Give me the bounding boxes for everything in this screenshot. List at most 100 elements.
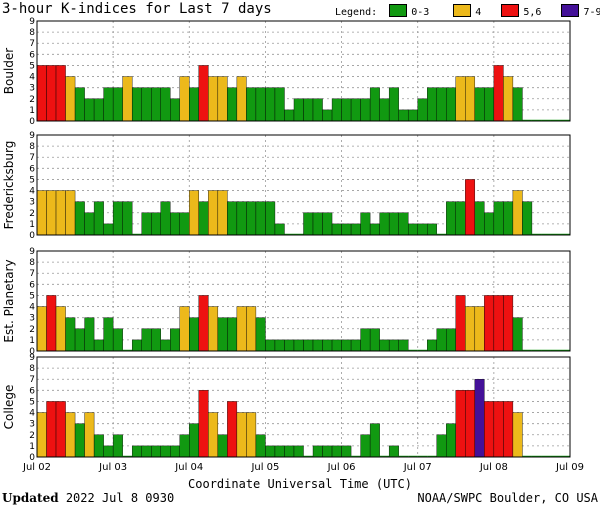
k-index-bar xyxy=(103,223,114,236)
legend-entry-5-6: 5,6 xyxy=(501,4,541,18)
k-index-bar xyxy=(93,201,104,236)
k-index-bar xyxy=(65,76,76,122)
k-index-bar xyxy=(379,98,390,122)
k-index-bar xyxy=(293,445,304,458)
k-index-bar xyxy=(493,201,504,236)
k-index-bar xyxy=(151,212,161,236)
k-index-bar xyxy=(198,390,209,458)
k-index-bar xyxy=(36,412,47,458)
k-index-bar xyxy=(388,445,399,458)
y-tick-label: 5 xyxy=(29,175,35,185)
updated-timestamp: Updated 2022 Jul 8 0930 xyxy=(2,491,174,505)
k-index-bar xyxy=(312,98,323,122)
k-index-bar xyxy=(55,65,66,122)
k-index-bar xyxy=(331,445,342,458)
k-index-bar xyxy=(246,412,257,458)
k-index-bar xyxy=(141,328,152,352)
k-index-bar xyxy=(369,423,380,458)
k-index-bar xyxy=(398,109,409,122)
k-index-bar xyxy=(503,76,514,122)
k-index-bar xyxy=(227,317,238,352)
x-tick-label: Jul 08 xyxy=(479,462,508,473)
k-index-bar xyxy=(112,201,123,236)
k-index-bar xyxy=(151,445,161,458)
panel-frame xyxy=(36,134,571,236)
k-index-bar xyxy=(151,87,161,122)
k-index-bar xyxy=(131,445,142,458)
k-index-bar xyxy=(65,412,76,458)
k-index-bar xyxy=(36,190,47,236)
k-index-bar xyxy=(189,317,200,352)
k-index-bar xyxy=(208,306,219,352)
k-index-bar xyxy=(350,339,361,352)
k-index-bar xyxy=(369,87,380,122)
k-index-bar xyxy=(112,87,123,122)
k-index-bar xyxy=(170,212,180,236)
k-index-bar xyxy=(112,328,123,352)
k-index-bar xyxy=(350,98,361,122)
k-index-bar xyxy=(236,412,247,458)
panel-frame xyxy=(36,250,571,352)
k-index-bar xyxy=(369,328,380,352)
k-index-bar xyxy=(436,328,447,352)
k-index-bar xyxy=(255,87,266,122)
panel-frame xyxy=(36,20,571,122)
k-index-bar xyxy=(65,317,76,352)
x-tick-label: Jul 03 xyxy=(98,462,127,473)
legend-swatch-5-6 xyxy=(501,4,520,17)
k-index-bar xyxy=(388,212,399,236)
k-index-bar xyxy=(446,423,456,458)
k-index-bar xyxy=(246,201,257,236)
k-index-bar xyxy=(484,212,495,236)
updated-value: 2022 Jul 8 0930 xyxy=(65,491,175,505)
y-tick-label: 9 xyxy=(29,131,35,141)
y-tick-label: 5 xyxy=(29,291,35,301)
k-index-bar xyxy=(274,87,285,122)
k-index-bar xyxy=(484,295,495,352)
k-index-bar xyxy=(303,98,314,122)
legend: Legend: 0-3 4 5,6 7-9 xyxy=(335,4,600,18)
y-tick-label: 3 xyxy=(29,420,35,430)
y-tick-label: 1 xyxy=(29,336,35,346)
k-index-bar xyxy=(284,109,295,122)
k-index-bar xyxy=(465,76,476,122)
k-index-bar xyxy=(465,390,476,458)
k-index-bar xyxy=(103,87,114,122)
legend-swatch-7-9 xyxy=(561,4,580,17)
k-index-bar xyxy=(369,223,380,236)
k-index-bar xyxy=(284,445,295,458)
y-tick-label: 3 xyxy=(29,198,35,208)
y-tick-label: 2 xyxy=(29,431,35,441)
k-index-bar xyxy=(312,212,323,236)
y-tick-label: 7 xyxy=(29,153,35,163)
k-index-bar xyxy=(388,339,399,352)
k-index-bar xyxy=(512,87,523,122)
y-tick-label: 3 xyxy=(29,84,35,94)
k-index-bar xyxy=(122,76,133,122)
k-index-bar xyxy=(379,212,390,236)
k-index-bar xyxy=(84,317,95,352)
k-index-bar xyxy=(331,98,342,122)
k-index-bar xyxy=(512,317,523,352)
k-index-bar xyxy=(493,295,504,352)
legend-label: 4 xyxy=(475,7,482,18)
y-tick-label: 6 xyxy=(29,50,35,60)
k-index-bar xyxy=(179,212,190,236)
k-index-bar xyxy=(179,306,190,352)
legend-label: 5,6 xyxy=(523,7,542,18)
k-index-bar xyxy=(46,401,57,458)
k-index-bar xyxy=(512,190,523,236)
y-tick-label: 8 xyxy=(29,142,35,152)
k-index-bar xyxy=(331,223,342,236)
k-index-bar xyxy=(217,190,228,236)
k-index-bar xyxy=(198,201,209,236)
k-index-bar xyxy=(293,98,304,122)
k-index-bar xyxy=(360,328,371,352)
k-index-bar xyxy=(189,87,200,122)
y-tick-label: 0 xyxy=(29,347,35,357)
y-tick-label: 0 xyxy=(29,231,35,241)
k-index-bar xyxy=(503,401,514,458)
k-index-bar xyxy=(503,295,514,352)
